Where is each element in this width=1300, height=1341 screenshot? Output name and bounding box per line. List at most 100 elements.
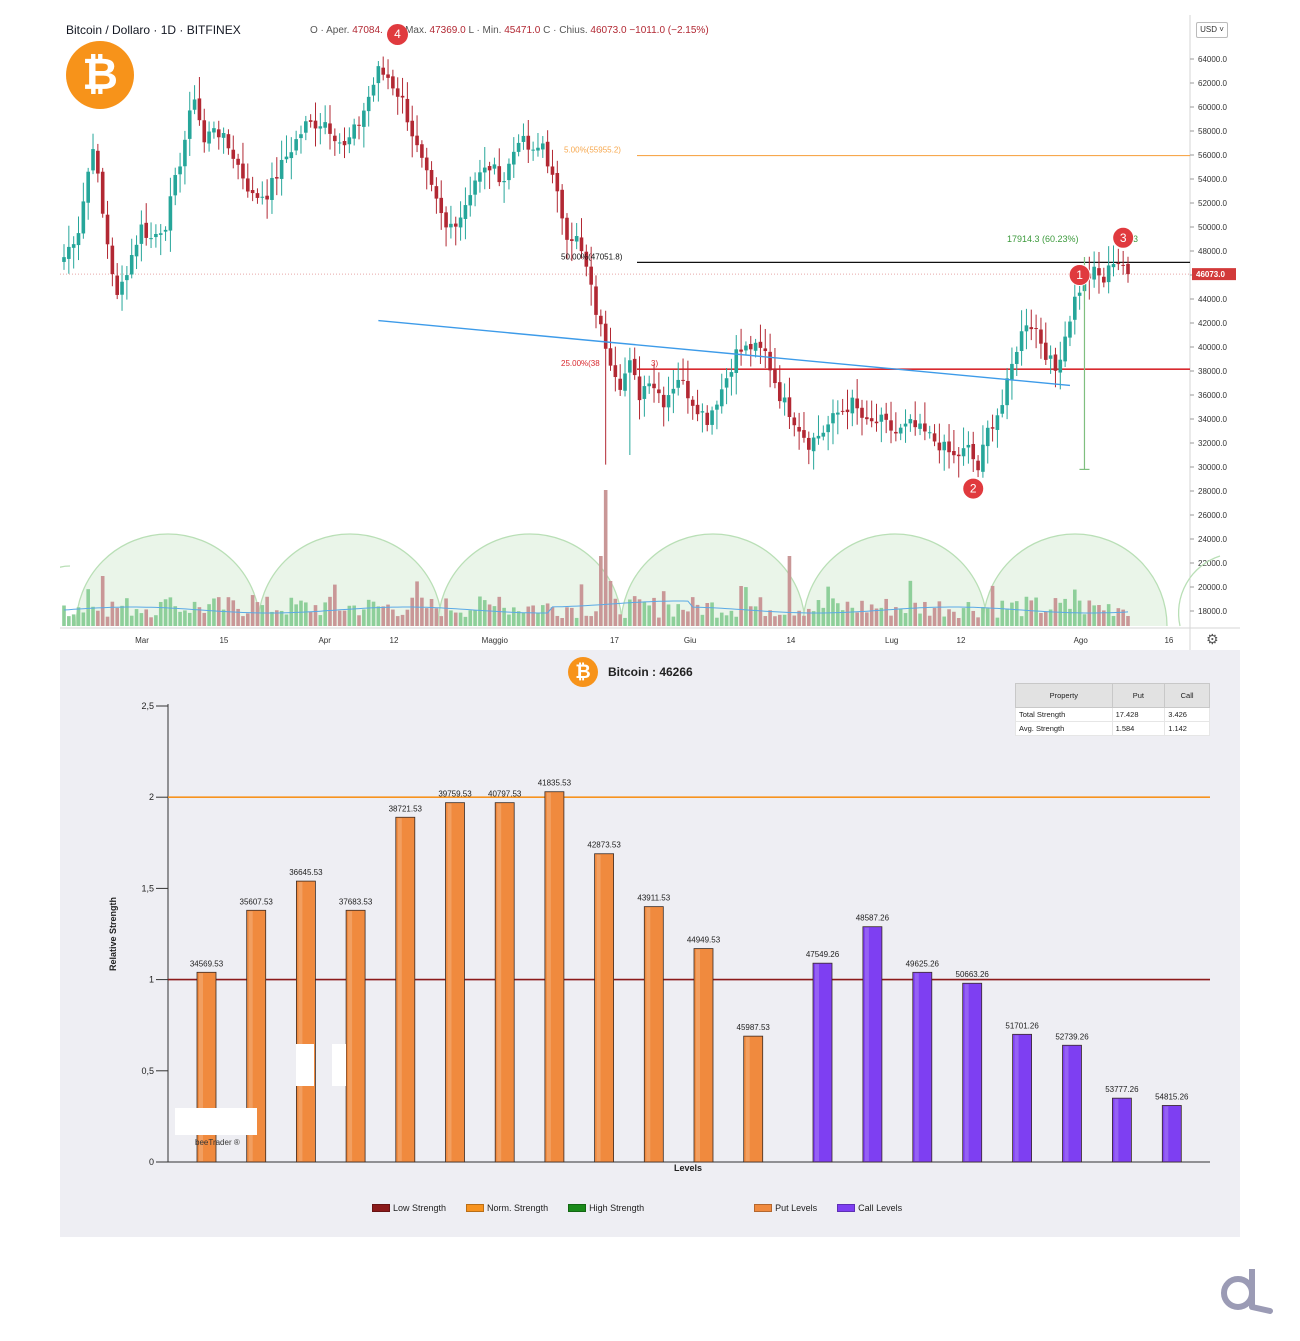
x-tick-label: 16 — [1164, 636, 1173, 645]
candle-body — [429, 170, 434, 185]
candle-body — [579, 237, 584, 252]
candle-body — [502, 181, 506, 183]
volume-bar — [603, 490, 608, 626]
legend-label: Call Levels — [858, 1203, 903, 1213]
volume-bar — [453, 612, 458, 626]
y-tick-label: 58000.0 — [1198, 127, 1227, 136]
candle-body — [1048, 355, 1053, 359]
candle-body — [149, 238, 153, 240]
volume-bar — [1039, 612, 1043, 626]
table-cell: 3.426 — [1164, 707, 1210, 722]
candle-body — [715, 404, 719, 410]
volume-bar — [782, 614, 787, 626]
bar-highlight — [397, 818, 402, 1161]
volume-bar — [744, 587, 748, 626]
candle-body — [516, 142, 521, 152]
volume-bar — [1068, 608, 1072, 626]
x-tick-label: 14 — [786, 636, 795, 645]
candle-body — [216, 129, 221, 138]
occlusion-patch — [332, 1044, 346, 1086]
call-bar — [1161, 1105, 1182, 1163]
volume-bar — [879, 607, 884, 626]
candle-body — [937, 442, 942, 451]
volume-bar — [323, 602, 327, 626]
candle-body — [1029, 327, 1034, 330]
bar-highlight — [1114, 1099, 1119, 1161]
range-measure-label: 17914.3 (60.23%) — [1007, 234, 1079, 244]
volume-bar — [927, 615, 932, 626]
volume-bar — [657, 617, 661, 626]
volume-bar — [149, 617, 153, 626]
high-label: Max. — [405, 25, 427, 36]
candle-body — [802, 430, 806, 438]
bar-highlight — [864, 927, 869, 1161]
candle-body — [120, 281, 124, 295]
candle-body — [333, 135, 337, 142]
marker-badge-2 — [962, 477, 985, 500]
volume-bar — [526, 606, 531, 626]
volume-bar — [444, 598, 448, 626]
candle-body — [342, 141, 347, 146]
y-tick-label: 36000.0 — [1198, 391, 1227, 400]
volume-bar — [1014, 601, 1019, 626]
dt-brand-logo-icon — [1221, 1269, 1273, 1314]
candle-body — [831, 413, 835, 424]
volume-bar — [1058, 602, 1063, 626]
candle-body — [202, 120, 207, 143]
volume-bar — [632, 596, 637, 626]
volume-bar — [212, 598, 216, 626]
volume-bar — [748, 606, 753, 626]
candle-body — [507, 163, 511, 181]
volume-bar — [647, 605, 651, 626]
volume-bar — [715, 617, 719, 626]
volume-bar — [541, 605, 545, 626]
candle-body — [956, 454, 961, 457]
legend-item-low-strength: Low Strength — [372, 1203, 446, 1213]
candle-body — [420, 144, 424, 158]
bar-highlight — [348, 911, 353, 1161]
candle-body — [666, 395, 671, 408]
bar-highlight — [298, 882, 303, 1161]
volume-bar — [245, 613, 250, 626]
candle-body — [961, 448, 966, 457]
volume-bar — [308, 611, 313, 626]
put-bar — [345, 909, 366, 1163]
call-level-bars: 47549.26 48587.26 49625.26 50663.26 51701.26… — [806, 914, 1189, 1163]
volume-bar — [739, 586, 743, 626]
gear-icon[interactable]: ⚙ — [1206, 631, 1219, 647]
currency-selector[interactable]: USD ˅ — [1196, 22, 1228, 38]
volume-bar — [792, 615, 797, 626]
candle-body — [144, 222, 149, 238]
volume-bar — [594, 611, 598, 626]
candle-body — [96, 150, 100, 174]
volume-bar — [67, 616, 71, 626]
candle-body — [521, 135, 526, 142]
volume-bar — [579, 584, 584, 626]
volume-bar — [932, 608, 937, 626]
volume-bar — [154, 615, 158, 626]
candle-body — [985, 427, 990, 447]
cycle-overlays — [60, 533, 1221, 627]
currency-label: USD — [1200, 25, 1217, 34]
volume-bar — [289, 597, 294, 626]
volume-bar — [637, 599, 642, 626]
candle-body — [1106, 265, 1111, 283]
y-tick-label: 2 — [149, 792, 154, 802]
volume-bar — [173, 606, 178, 626]
volume-bar — [1000, 600, 1005, 626]
candle-body — [618, 378, 622, 390]
bar-level-label: 38721.53 — [389, 804, 423, 813]
y-tick-label: 0,5 — [141, 1066, 154, 1076]
bar-highlight — [447, 803, 452, 1161]
volume-bar — [342, 610, 347, 626]
put-bar — [395, 816, 416, 1163]
legend-item-high-strength: High Strength — [568, 1203, 644, 1213]
candle-body — [792, 417, 797, 426]
volume-bar — [560, 617, 564, 626]
volume-bar — [865, 612, 869, 626]
cycle-arc — [982, 533, 1168, 627]
candle-body — [903, 423, 908, 427]
volume-bar — [487, 604, 492, 626]
bar-level-label: 44949.53 — [687, 936, 721, 945]
volume-bar — [1034, 597, 1038, 626]
